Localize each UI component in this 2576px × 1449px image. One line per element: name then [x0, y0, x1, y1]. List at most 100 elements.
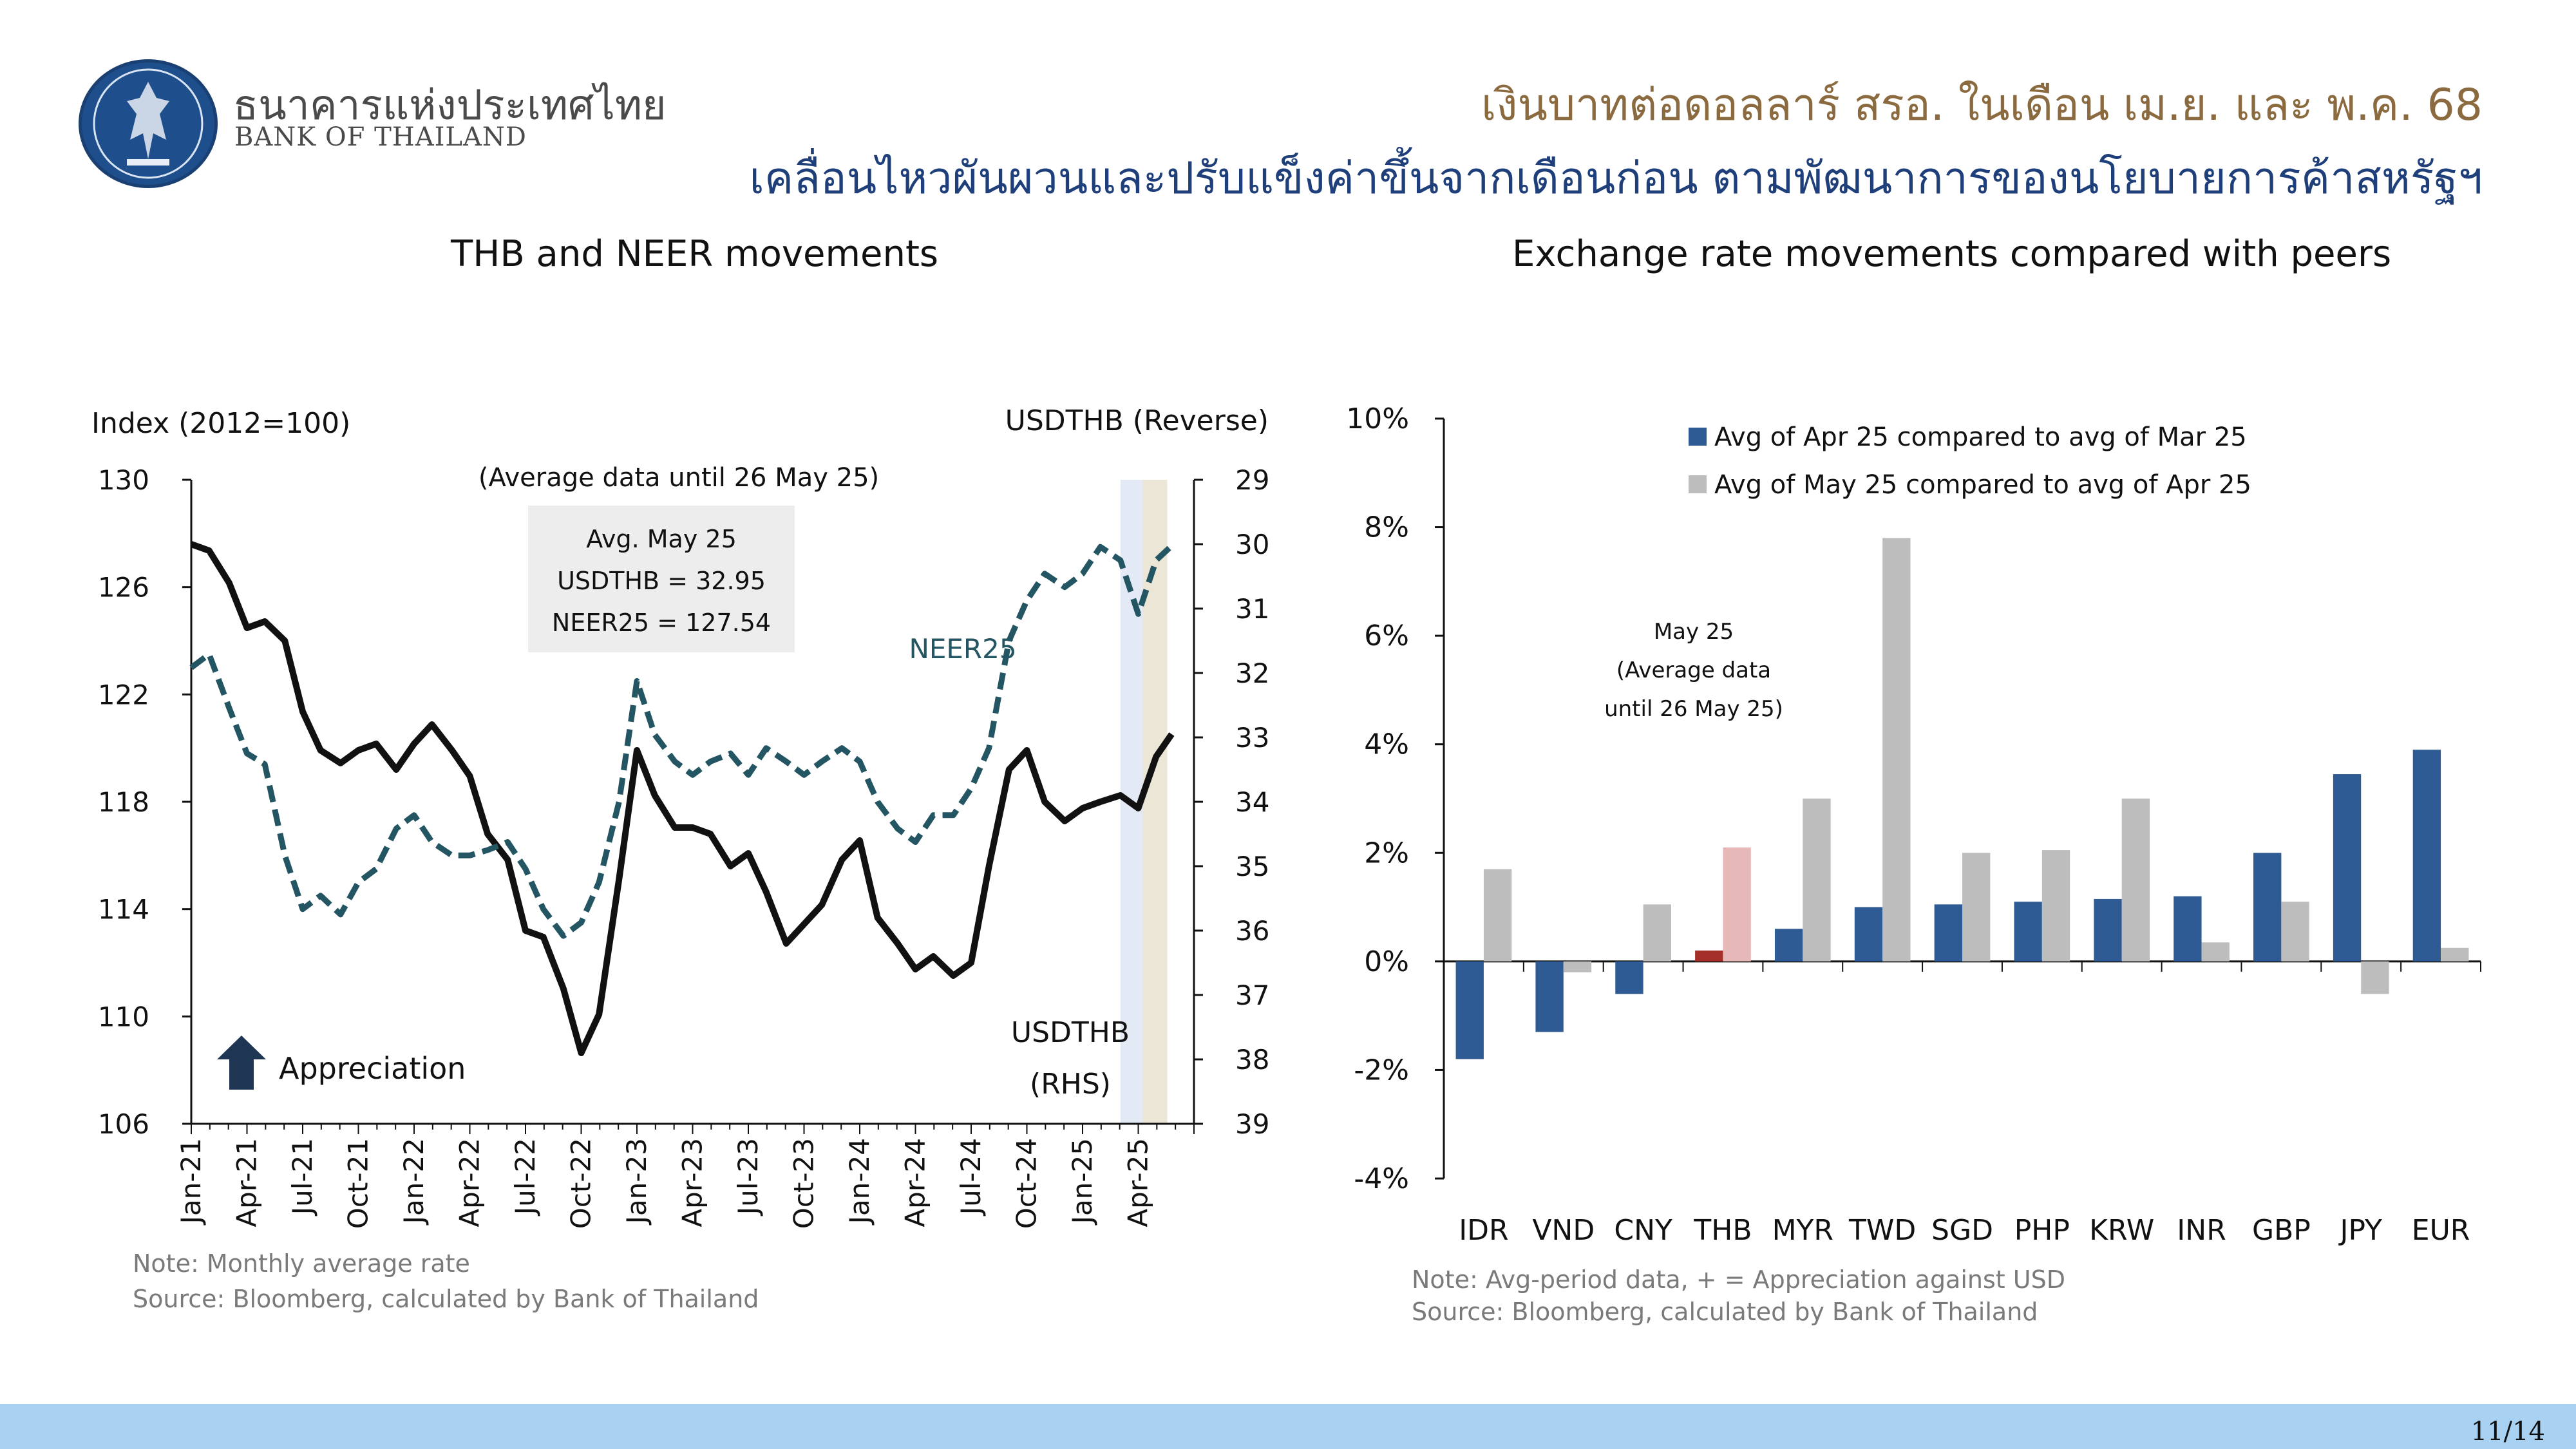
bar-category-label: THB	[1693, 1214, 1752, 1247]
bar-thb-apr	[1695, 951, 1723, 961]
bar-twd-apr	[1854, 907, 1883, 961]
highlight-band-may25	[1142, 480, 1168, 1124]
x-tick-label: Jan-23	[621, 1138, 652, 1226]
left-y-axis-label: Index (2012=100)	[91, 407, 350, 440]
bar-category-label: SGD	[1931, 1214, 1993, 1247]
bar-myr-may	[1803, 799, 1831, 961]
bar-y-tick-label: -2%	[1354, 1054, 1409, 1086]
appreciation-label: Appreciation	[279, 1051, 466, 1086]
bar-eur-apr	[2412, 750, 2441, 961]
x-tick-label: Jul-21	[287, 1138, 318, 1217]
page-number: 11/14	[2470, 1417, 2545, 1446]
bar-cny-may	[1643, 904, 1671, 961]
x-tick-label: Apr-22	[454, 1138, 486, 1227]
bar-category-label: MYR	[1772, 1214, 1833, 1247]
right-y-tick-label: 32	[1235, 658, 1269, 689]
right-y-tick-label: 38	[1235, 1044, 1269, 1075]
usdthb-series-label: USDTHB	[1011, 1016, 1130, 1049]
neer25-line	[189, 544, 1174, 939]
bar-category-label: GBP	[2252, 1214, 2311, 1247]
bar-idr-may	[1483, 869, 1512, 961]
left-y-tick-label: 130	[98, 464, 149, 496]
legend-swatch-may	[1689, 475, 1707, 493]
bar-category-label: JPY	[2338, 1214, 2383, 1247]
slide-title: เงินบาทต่อดอลลาร์ สรอ. ในเดือน เม.ย. และ…	[1481, 80, 2483, 131]
avg-box-line-2: USDTHB = 32.95	[557, 567, 766, 595]
bar-sgd-may	[1962, 853, 1991, 961]
peer-fx-bar-chart: 10% 8% 6% 4% 2% 0% -2% -4% IDR VND CNY THB MYR TWD SGD…	[1346, 402, 2481, 1247]
bar-php-may	[2041, 850, 2070, 961]
right-y-tick-label: 36	[1235, 915, 1269, 947]
bar-myr-apr	[1774, 929, 1803, 961]
bar-php-apr	[2014, 902, 2042, 961]
left-chart-source: Source: Bloomberg, calculated by Bank of…	[133, 1285, 759, 1313]
right-y-tick-label: 35	[1235, 851, 1269, 882]
left-y-tick-label: 110	[98, 1001, 149, 1032]
bar-y-tick-label: 6%	[1364, 620, 1409, 652]
bar-category-label: TWD	[1848, 1214, 1916, 1247]
legend-swatch-apr	[1689, 428, 1707, 446]
right-chart-source: Source: Bloomberg, calculated by Bank of…	[1412, 1298, 2038, 1326]
bank-name-english: BANK OF THAILAND	[234, 122, 527, 152]
right-y-tick-label: 34	[1235, 786, 1269, 818]
bar-gbp-apr	[2253, 853, 2282, 961]
bar-y-tick-label: 8%	[1364, 511, 1409, 544]
bar-category-label: KRW	[2089, 1214, 2154, 1247]
bar-annotation-line-3: until 26 May 25)	[1604, 696, 1783, 722]
left-y-tick-label: 106	[98, 1108, 149, 1140]
right-chart-note: Note: Avg-period data, + = Appreciation …	[1412, 1265, 2065, 1294]
x-tick-label: Jan-24	[844, 1138, 875, 1226]
right-y-tick-label: 39	[1235, 1108, 1269, 1140]
bar-chart-bars	[1455, 538, 2469, 1059]
bar-y-tick-label: 4%	[1364, 728, 1409, 761]
bar-idr-apr	[1455, 961, 1484, 1059]
bar-chart-ticks: 10% 8% 6% 4% 2% 0% -2% -4% IDR VND CNY THB MYR TWD SGD…	[1346, 402, 2481, 1247]
axis-ticks: 130 126 122 118 114 110 106 29 30 31 32 33 34 35 36 37 3…	[98, 464, 1270, 1229]
left-y-tick-label: 122	[98, 679, 149, 710]
right-y-tick-label: 31	[1235, 593, 1269, 625]
bar-y-tick-label: 10%	[1346, 402, 1409, 435]
x-tick-label: Oct-24	[1011, 1138, 1043, 1229]
right-y-tick-label: 29	[1235, 464, 1269, 496]
bar-category-label: PHP	[2014, 1214, 2070, 1247]
bar-eur-may	[2441, 947, 2469, 961]
x-tick-label: Jan-21	[175, 1138, 207, 1226]
neer25-series-label: NEER25	[909, 633, 1016, 665]
footer-bar	[0, 1404, 2576, 1449]
bar-jpy-may	[2361, 961, 2389, 994]
bar-thb-may	[1723, 847, 1751, 961]
bar-category-label: CNY	[1614, 1214, 1672, 1247]
bank-of-thailand-logo	[79, 59, 218, 188]
bank-name-thai: ธนาคารแห่งประเทศไทย	[233, 82, 667, 129]
bar-cny-apr	[1615, 961, 1643, 994]
right-y-tick-label: 33	[1235, 722, 1269, 753]
bar-category-label: INR	[2177, 1214, 2226, 1247]
x-tick-label: Jul-24	[955, 1138, 987, 1217]
right-y-tick-label: 37	[1235, 980, 1269, 1011]
bar-vnd-apr	[1535, 961, 1564, 1032]
bar-inr-apr	[2174, 896, 2202, 961]
bar-krw-apr	[2094, 898, 2122, 961]
left-chart-title: THB and NEER movements	[451, 233, 939, 275]
x-tick-label: Oct-22	[565, 1138, 597, 1229]
left-chart-note: Note: Monthly average rate	[133, 1249, 470, 1278]
x-tick-label: Apr-25	[1122, 1138, 1154, 1227]
garuda-emblem-icon	[93, 68, 204, 179]
bar-annotation-line-2: (Average data	[1616, 658, 1771, 683]
x-tick-label: Jan-22	[398, 1138, 430, 1226]
average-info-box	[528, 506, 795, 652]
x-tick-label: Oct-23	[788, 1138, 820, 1229]
x-tick-label: Apr-23	[677, 1138, 708, 1227]
bar-category-label: VND	[1532, 1214, 1595, 1247]
x-tick-label: Oct-21	[343, 1138, 374, 1229]
bar-twd-may	[1882, 538, 1911, 961]
x-tick-label: Apr-24	[900, 1138, 931, 1227]
avg-box-line-3: NEER25 = 127.54	[552, 609, 771, 637]
legend-label-apr: Avg of Apr 25 compared to avg of Mar 25	[1714, 422, 2247, 452]
usdthb-rhs-label: (RHS)	[1030, 1068, 1111, 1101]
data-range-annotation: (Average data until 26 May 25)	[478, 463, 879, 493]
appreciation-arrow-icon	[217, 1036, 266, 1090]
bar-y-tick-label: -4%	[1354, 1162, 1409, 1195]
left-y-tick-label: 114	[98, 894, 149, 925]
right-chart-title: Exchange rate movements compared with pe…	[1512, 233, 2392, 275]
